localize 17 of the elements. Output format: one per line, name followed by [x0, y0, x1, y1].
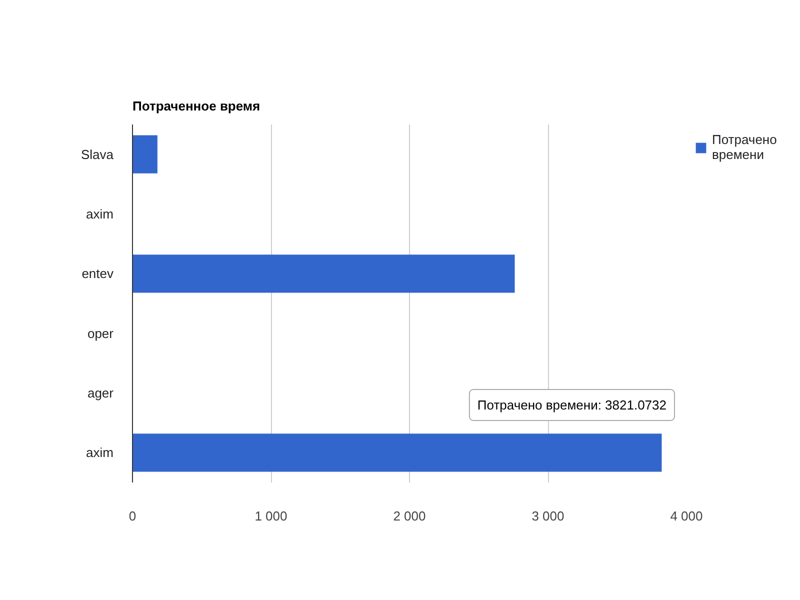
y-tick-label: entev: [82, 266, 114, 282]
bar: [132, 434, 662, 472]
bar: [132, 135, 158, 174]
y-tick-label: axim: [86, 206, 114, 222]
x-tick-label: 0: [128, 508, 136, 524]
x-tick-label: 1 000: [254, 508, 288, 524]
x-tick-label: 3 000: [532, 508, 564, 524]
y-tick-label: axim: [86, 445, 114, 460]
legend-label: Потрачено времени: [712, 132, 777, 162]
y-tick-label: oper: [87, 326, 114, 341]
chart-title: Потраченное время: [132, 98, 260, 114]
bar: [132, 254, 515, 293]
y-tick-label: ager: [87, 386, 114, 400]
annotation: Потрачено времени: 3821.0732: [477, 398, 667, 412]
y-tick-label: Slava: [80, 146, 114, 162]
x-tick-label: 4 000: [670, 508, 703, 524]
x-tick-label: 2 000: [393, 508, 426, 524]
